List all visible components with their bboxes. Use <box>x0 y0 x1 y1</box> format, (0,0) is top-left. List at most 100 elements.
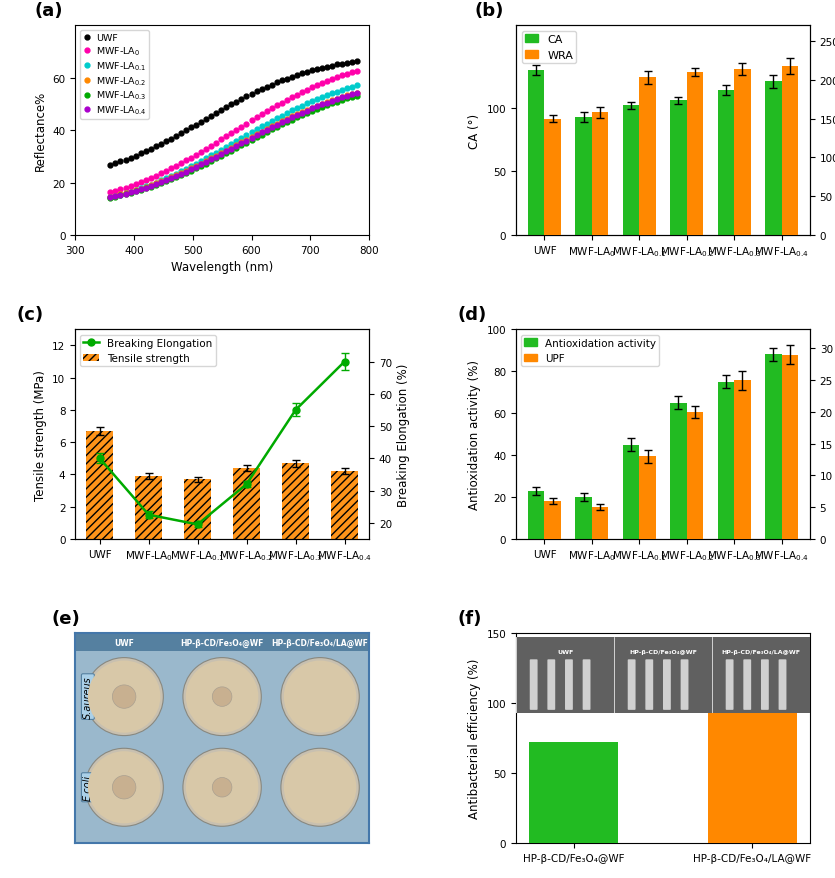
MWF-LA$_{0.1}$ <box>322 90 332 101</box>
MWF-LA$_{0.3}$ <box>241 138 251 148</box>
MWF-LA$_0$ <box>281 96 291 106</box>
MWF-LA$_{0.1}$ <box>120 189 130 199</box>
MWF-LA$_{0.3}$ <box>342 94 352 104</box>
MWF-LA$_0$ <box>266 104 276 114</box>
Bar <box>782 67 798 235</box>
MWF-LA$_{0.2}$ <box>146 181 156 191</box>
MWF-LA$_{0.1}$ <box>337 85 347 96</box>
MWF-LA$_{0.4}$ <box>297 108 307 119</box>
Text: (b): (b) <box>475 2 504 20</box>
MWF-LA$_{0.1}$ <box>181 164 191 175</box>
MWF-LA$_{0.3}$ <box>221 148 231 159</box>
Bar <box>592 507 609 539</box>
MWF-LA$_{0.3}$ <box>146 183 156 193</box>
UWF <box>236 95 246 105</box>
MWF-LA$_{0.4}$ <box>322 98 332 109</box>
MWF-LA$_0$ <box>261 107 271 118</box>
MWF-LA$_{0.3}$ <box>266 125 276 135</box>
MWF-LA$_{0.2}$ <box>281 114 291 125</box>
Circle shape <box>88 661 160 733</box>
Bar <box>671 403 686 539</box>
MWF-LA$_{0.1}$ <box>256 122 266 133</box>
MWF-LA$_{0.1}$ <box>266 117 276 127</box>
MWF-LA$_{0.4}$ <box>302 106 312 117</box>
MWF-LA$_{0.3}$ <box>135 185 145 196</box>
MWF-LA$_{0.1}$ <box>342 84 352 95</box>
MWF-LA$_{0.3}$ <box>327 99 337 110</box>
Circle shape <box>212 687 232 707</box>
MWF-LA$_{0.4}$ <box>201 157 211 168</box>
Circle shape <box>281 748 359 826</box>
MWF-LA$_{0.1}$ <box>302 99 312 110</box>
Bar <box>529 743 619 843</box>
MWF-LA$_{0.2}$ <box>266 122 276 133</box>
MWF-LA$_{0.3}$ <box>297 111 307 121</box>
Line: MWF-LA$_{0.3}$: MWF-LA$_{0.3}$ <box>108 94 360 201</box>
MWF-LA$_0$ <box>115 184 125 195</box>
Circle shape <box>113 775 136 799</box>
MWF-LA$_{0.4}$ <box>196 160 206 170</box>
MWF-LA$_{0.2}$ <box>166 173 176 184</box>
Bar <box>686 73 703 235</box>
MWF-LA$_{0.4}$ <box>146 182 156 192</box>
MWF-LA$_{0.4}$ <box>166 174 176 184</box>
UWF <box>281 74 291 84</box>
MWF-LA$_{0.4}$ <box>130 186 140 197</box>
MWF-LA$_{0.1}$ <box>221 142 231 153</box>
MWF-LA$_0$ <box>216 135 226 146</box>
MWF-LA$_{0.2}$ <box>307 104 317 114</box>
MWF-LA$_{0.2}$ <box>161 175 171 185</box>
MWF-LA$_{0.4}$ <box>236 139 246 149</box>
Bar <box>135 477 162 539</box>
UWF <box>276 76 286 87</box>
UWF <box>221 103 231 113</box>
FancyBboxPatch shape <box>271 634 369 651</box>
MWF-LA$_{0.2}$ <box>110 191 120 202</box>
MWF-LA$_{0.3}$ <box>276 120 286 131</box>
MWF-LA$_{0.1}$ <box>140 182 150 192</box>
MWF-LA$_{0.4}$ <box>231 141 241 152</box>
MWF-LA$_{0.3}$ <box>115 191 125 202</box>
UWF <box>312 65 322 76</box>
Circle shape <box>85 658 164 736</box>
UWF <box>201 114 211 125</box>
MWF-LA$_0$ <box>221 132 231 142</box>
MWF-LA$_{0.3}$ <box>206 156 216 167</box>
MWF-LA$_{0.1}$ <box>191 159 201 169</box>
UWF <box>337 59 347 69</box>
MWF-LA$_{0.2}$ <box>256 127 266 138</box>
MWF-LA$_{0.1}$ <box>286 106 296 117</box>
MWF-LA$_{0.3}$ <box>347 92 357 103</box>
MWF-LA$_{0.3}$ <box>271 123 281 133</box>
MWF-LA$_{0.1}$ <box>292 104 302 114</box>
MWF-LA$_{0.2}$ <box>151 179 161 190</box>
MWF-LA$_{0.2}$ <box>120 189 130 199</box>
MWF-LA$_{0.4}$ <box>266 123 276 133</box>
UWF <box>332 60 342 70</box>
MWF-LA$_{0.4}$ <box>342 91 352 102</box>
MWF-LA$_0$ <box>256 110 266 120</box>
MWF-LA$_{0.3}$ <box>186 166 196 176</box>
MWF-LA$_0$ <box>206 141 216 152</box>
MWF-LA$_{0.3}$ <box>302 109 312 119</box>
UWF <box>226 100 236 111</box>
MWF-LA$_{0.2}$ <box>342 91 352 102</box>
Line: MWF-LA$_{0.4}$: MWF-LA$_{0.4}$ <box>108 91 360 200</box>
Circle shape <box>88 752 160 824</box>
UWF <box>322 62 332 73</box>
MWF-LA$_{0.2}$ <box>352 88 362 98</box>
MWF-LA$_{0.4}$ <box>211 153 221 163</box>
MWF-LA$_{0.2}$ <box>297 107 307 118</box>
Bar <box>575 498 592 539</box>
MWF-LA$_{0.1}$ <box>110 191 120 202</box>
MWF-LA$_{0.4}$ <box>140 183 150 193</box>
Bar <box>592 113 609 235</box>
UWF <box>125 153 135 163</box>
MWF-LA$_{0.3}$ <box>236 140 246 151</box>
MWF-LA$_{0.2}$ <box>135 184 145 195</box>
MWF-LA$_{0.3}$ <box>281 118 291 128</box>
UWF <box>181 126 191 136</box>
Y-axis label: Reflectance%: Reflectance% <box>33 91 47 171</box>
Bar <box>707 705 797 843</box>
MWF-LA$_{0.2}$ <box>191 162 201 172</box>
